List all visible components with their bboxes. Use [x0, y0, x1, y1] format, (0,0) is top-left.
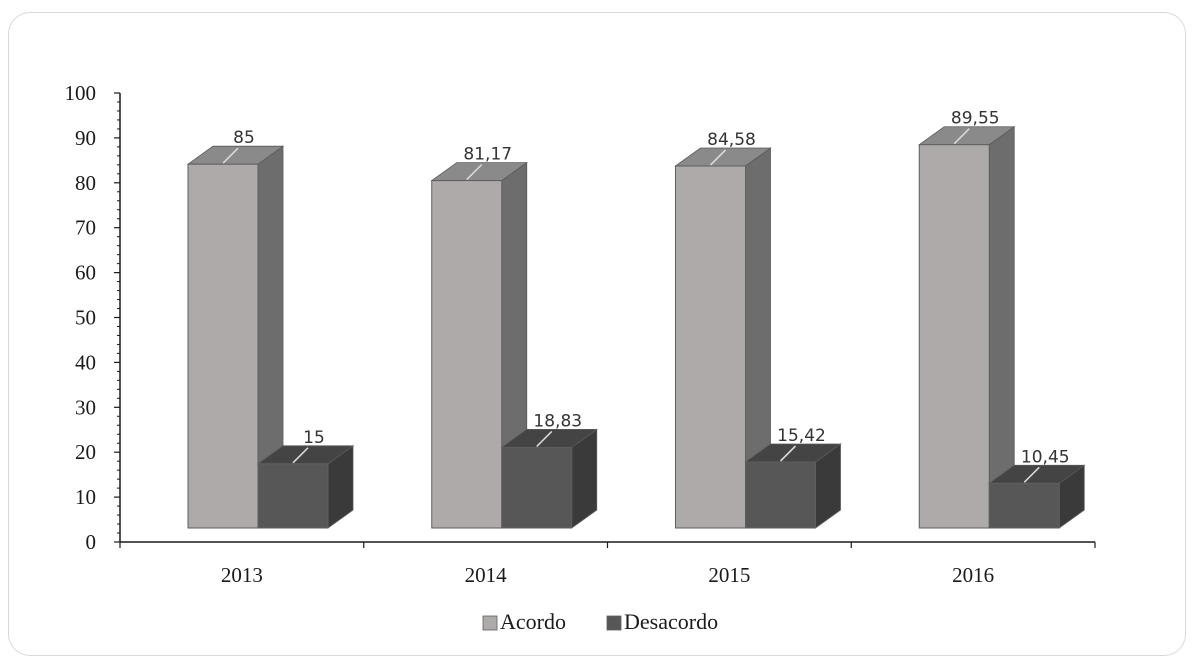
data-label-leader — [953, 128, 970, 145]
y-tick-label: 90 — [75, 126, 96, 150]
data-label-leader — [536, 430, 553, 447]
legend-label-acordo: Acordo — [500, 609, 566, 634]
x-tick-label: 2015 — [708, 563, 750, 587]
data-label-leader — [779, 445, 797, 462]
y-tick-label: 30 — [75, 395, 96, 419]
bar-acordo-2013-front — [187, 163, 259, 529]
data-label-leader — [1023, 466, 1040, 483]
legend-swatch-acordo — [482, 615, 498, 631]
data-label: 10,45 — [1021, 447, 1070, 467]
legend-swatch-desacordo — [606, 615, 622, 631]
data-label-leader — [466, 164, 483, 181]
bar-acordo-2016-front — [918, 144, 990, 529]
y-tick-label: 80 — [75, 171, 96, 195]
bar-desacordo-2016-front — [988, 482, 1060, 529]
y-tick-label: 0 — [86, 530, 97, 554]
y-tick-label: 70 — [75, 216, 96, 240]
y-tick-label: 60 — [75, 261, 96, 285]
y-tick-label: 20 — [75, 440, 96, 464]
data-label-leader — [709, 149, 727, 166]
data-label: 84,58 — [707, 130, 756, 150]
y-tick-label: 40 — [75, 350, 96, 374]
data-label: 89,55 — [951, 109, 1000, 129]
data-label: 18,83 — [533, 411, 582, 431]
x-tick-label: 2016 — [952, 563, 994, 587]
bar-desacordo-2014-front — [501, 446, 573, 529]
data-label: 81,17 — [463, 145, 512, 165]
data-label: 15 — [303, 428, 325, 448]
data-label: 15,42 — [777, 426, 826, 446]
data-label-leader — [222, 147, 239, 164]
x-tick-label: 2014 — [465, 563, 508, 587]
bar-desacordo-2013-front — [257, 463, 329, 529]
bar-desacordo-2015-front — [745, 461, 816, 529]
y-tick-label: 100 — [65, 81, 97, 105]
x-tick-label: 2013 — [221, 563, 263, 587]
legend-label-desacordo: Desacordo — [624, 609, 718, 634]
bar-acordo-2014-front — [431, 180, 503, 529]
data-label-leader — [292, 447, 309, 464]
y-tick-label: 10 — [75, 485, 96, 509]
data-label: 85 — [233, 128, 255, 148]
bar-acordo-2015-front — [675, 165, 746, 529]
y-tick-label: 50 — [75, 306, 96, 330]
